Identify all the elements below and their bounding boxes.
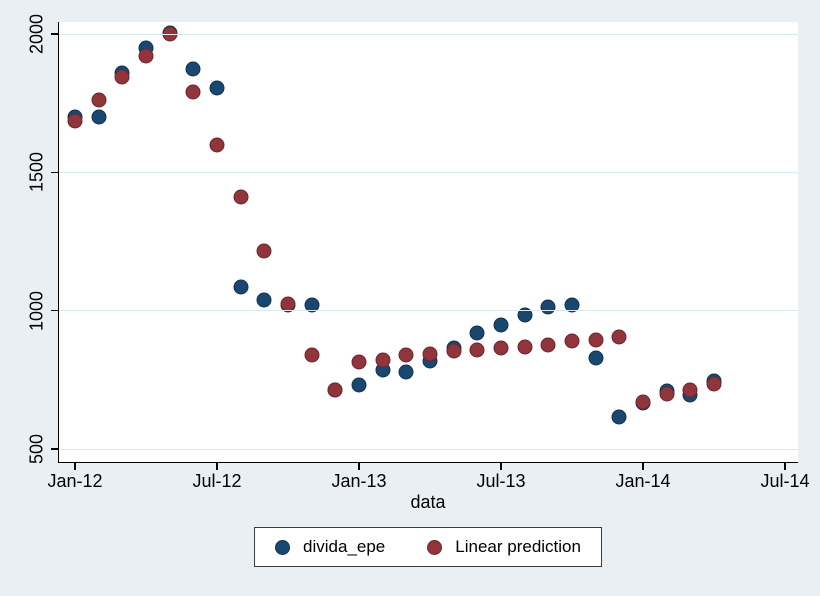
point-divida-epe [493, 317, 509, 332]
y-tick-mark [51, 309, 58, 312]
y-gridline [59, 448, 798, 450]
x-tick-label: Jul-14 [760, 471, 810, 491]
point-linear-prediction [327, 382, 343, 398]
point-divida-epe [304, 297, 320, 313]
point-linear-prediction [185, 84, 201, 100]
x-tick-label: Jul-12 [192, 471, 242, 491]
point-linear-prediction [67, 113, 83, 129]
point-linear-prediction [280, 296, 296, 312]
point-linear-prediction [91, 92, 107, 108]
point-linear-prediction [706, 376, 722, 392]
y-gridline [59, 310, 798, 312]
point-divida-epe [209, 80, 225, 96]
point-divida-epe [256, 292, 272, 308]
legend-label: Linear prediction [455, 537, 581, 556]
point-linear-prediction [138, 48, 154, 64]
point-divida-epe [398, 364, 414, 380]
legend-item-linear-prediction: Linear prediction [427, 537, 581, 557]
x-axis-title: data [410, 492, 446, 512]
y-gridline [59, 33, 798, 35]
legend-marker-icon [275, 539, 291, 555]
point-divida-epe [233, 279, 249, 295]
point-linear-prediction [398, 347, 414, 363]
point-linear-prediction [351, 354, 367, 370]
point-linear-prediction [493, 340, 509, 356]
point-divida-epe [540, 299, 556, 315]
y-tick-mark [51, 33, 58, 35]
point-divida-epe [588, 350, 604, 366]
point-linear-prediction [375, 352, 391, 368]
y-tick-mark [51, 171, 58, 174]
point-divida-epe [611, 409, 627, 425]
x-tick-label: Jul-13 [476, 471, 526, 491]
point-linear-prediction [114, 69, 130, 85]
x-tick-mark [216, 463, 218, 470]
point-linear-prediction [446, 343, 462, 359]
point-linear-prediction [233, 189, 249, 205]
point-linear-prediction [469, 342, 485, 358]
point-linear-prediction [588, 332, 604, 348]
point-linear-prediction [659, 386, 675, 402]
point-divida-epe [469, 325, 485, 341]
legend-marker-icon [427, 539, 443, 555]
x-tick-mark [358, 463, 360, 470]
point-linear-prediction [422, 346, 438, 362]
plot-area [59, 22, 798, 462]
x-tick-mark [500, 463, 502, 470]
legend-label: divida_epe [303, 537, 386, 556]
x-tick-label: Jan-14 [615, 471, 671, 491]
point-linear-prediction [611, 329, 627, 345]
x-tick-mark [784, 463, 786, 470]
point-divida-epe [185, 61, 201, 77]
y-axis-line [57, 22, 59, 463]
point-linear-prediction [635, 394, 651, 410]
point-divida-epe [351, 377, 367, 393]
y-tick-label: 2000 [26, 13, 47, 55]
y-gridline [59, 171, 798, 173]
y-tick-mark [51, 448, 58, 450]
point-linear-prediction [682, 382, 698, 398]
x-tick-label: Jan-12 [47, 471, 103, 491]
point-linear-prediction [209, 137, 225, 153]
legend: divida_epe Linear prediction [254, 527, 602, 567]
point-divida-epe [91, 109, 107, 125]
y-tick-label: 500 [26, 433, 47, 465]
x-tick-mark [74, 463, 76, 470]
x-axis-line [57, 461, 798, 463]
point-linear-prediction [517, 339, 533, 355]
y-tick-label: 1500 [26, 152, 47, 193]
x-tick-label: Jan-13 [331, 471, 387, 491]
x-tick-mark [642, 463, 644, 470]
point-linear-prediction [256, 243, 272, 259]
point-linear-prediction [540, 337, 556, 353]
legend-item-divida-epe: divida_epe [275, 537, 385, 557]
point-linear-prediction [304, 347, 320, 363]
point-linear-prediction [564, 333, 580, 349]
point-divida-epe [564, 297, 580, 313]
y-tick-label: 1000 [26, 290, 47, 331]
